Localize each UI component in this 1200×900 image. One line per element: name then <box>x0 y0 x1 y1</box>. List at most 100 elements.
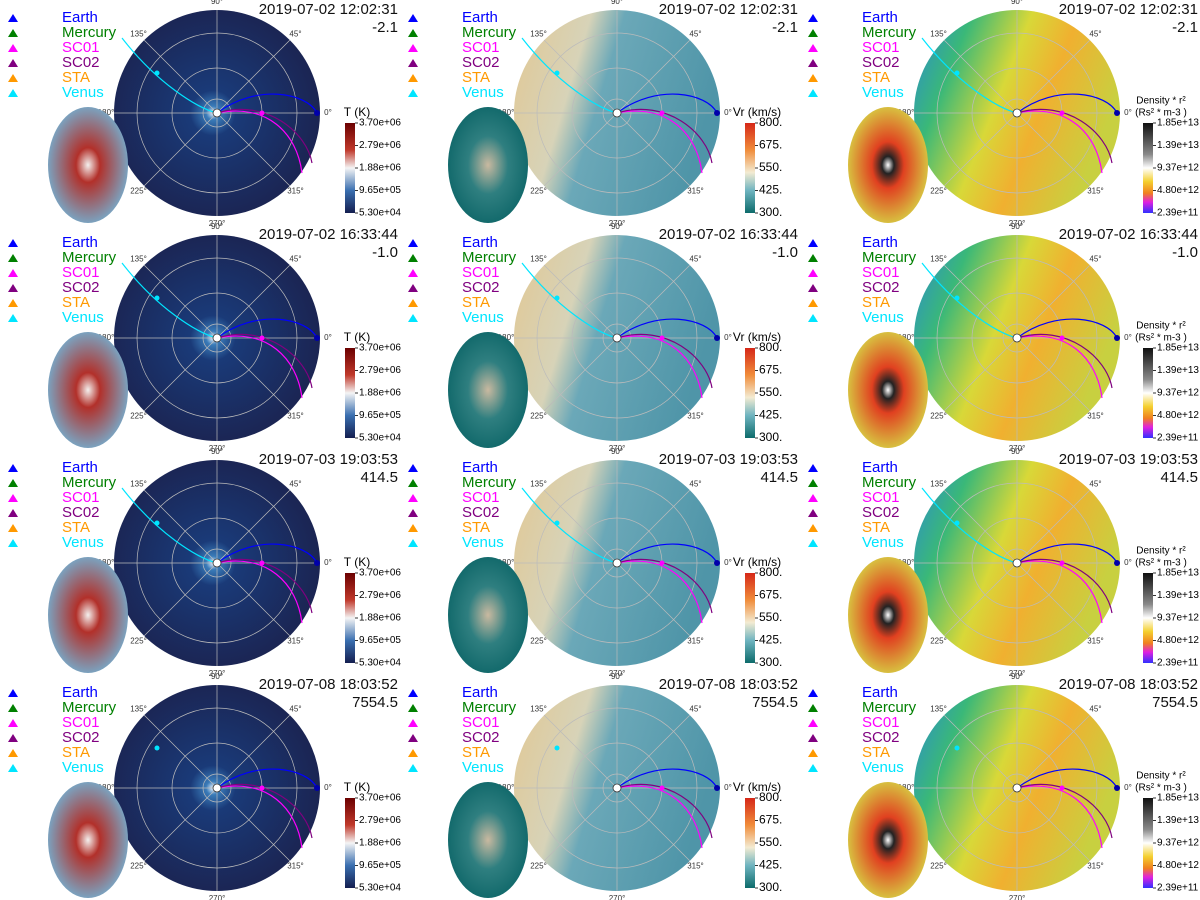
legend-marker <box>808 14 818 22</box>
spacecraft-dot <box>154 745 160 751</box>
colorbar-tick-label: 675. <box>759 363 782 377</box>
legend-marker <box>408 254 418 262</box>
polar-spoke <box>543 264 618 339</box>
legend-marker <box>808 29 818 37</box>
legend-label: Venus <box>462 759 504 776</box>
angle-label: 135° <box>130 255 147 264</box>
polar-spoke <box>1016 39 1091 114</box>
legend-marker <box>8 254 18 262</box>
colorbar-title: T (K) <box>344 780 370 794</box>
spacecraft-dot <box>659 785 665 791</box>
legend-marker <box>8 464 18 472</box>
legend-label: Mercury <box>462 24 517 41</box>
legend-label: STA <box>462 294 490 311</box>
angle-label: 315° <box>687 637 704 646</box>
polar-spoke <box>216 562 291 637</box>
polar-spoke <box>1016 264 1091 339</box>
legend-marker <box>8 239 18 247</box>
orbit-line <box>1016 558 1113 614</box>
angle-label: 270° <box>1009 444 1026 453</box>
orbit-line <box>616 543 718 564</box>
spacecraft-dot <box>1059 335 1065 341</box>
colorbar-tick-label: 1.85e+13 <box>1157 793 1199 804</box>
timestamp: 2019-07-02 16:33:44 <box>259 226 398 243</box>
colorbar-tick-label: 9.37e+12 <box>1157 838 1199 849</box>
polar-spoke <box>143 337 218 412</box>
angle-label: 315° <box>687 187 704 196</box>
legend-label: Earth <box>462 459 498 476</box>
elapsed-value: 414.5 <box>360 469 398 486</box>
legend-marker <box>808 269 818 277</box>
sun <box>612 108 622 118</box>
spacecraft-dot <box>154 520 160 526</box>
legend-label: SC01 <box>62 264 100 281</box>
legend-label: SC02 <box>462 279 500 296</box>
angle-label: 225° <box>930 862 947 871</box>
colorbar-tick-label: 2.39e+11 <box>1157 208 1199 219</box>
legend-marker <box>8 749 18 757</box>
orbit-line <box>216 785 303 849</box>
colorbar <box>345 798 355 888</box>
legend-marker <box>8 689 18 697</box>
colorbar-tick-label: 1.88e+06 <box>359 163 401 174</box>
polar-spoke <box>616 787 691 862</box>
spacecraft-dot <box>714 110 720 116</box>
colorbar-title: T (K) <box>344 330 370 344</box>
elapsed-value: 7554.5 <box>752 694 798 711</box>
angle-label: 90° <box>1011 672 1023 681</box>
spacecraft-dot <box>659 335 665 341</box>
angle-label: 315° <box>1087 637 1104 646</box>
colorbar <box>1143 798 1153 888</box>
legend-marker <box>808 704 818 712</box>
angle-label: 0° <box>1124 108 1132 117</box>
colorbar-tick-label: 3.70e+06 <box>359 568 401 579</box>
angle-label: 45° <box>1089 30 1101 39</box>
legend-label: Earth <box>862 684 898 701</box>
elapsed-value: 7554.5 <box>1152 694 1198 711</box>
legend-marker <box>808 749 818 757</box>
legend-label: SC01 <box>462 264 500 281</box>
legend-label: STA <box>862 519 890 536</box>
orbit-line <box>216 783 313 839</box>
colorbar-title: Vr (km/s) <box>733 330 781 344</box>
colorbar-tick-label: 300. <box>759 205 782 219</box>
colorbar-tick-label: 3.70e+06 <box>359 793 401 804</box>
panel: 90° 45° 0° 315° 270° 225° 180° 135° EarthMercury… <box>808 0 1199 228</box>
colorbar-tick-label: 800. <box>759 340 782 354</box>
colorbar-tick-label: 800. <box>759 790 782 804</box>
legend-marker <box>408 539 418 547</box>
polar-spoke <box>216 337 291 412</box>
colorbar <box>345 348 355 438</box>
legend-marker <box>8 764 18 772</box>
legend-label: SC02 <box>862 729 900 746</box>
legend-label: SC01 <box>62 489 100 506</box>
angle-label: 180° <box>98 333 115 342</box>
legend-marker <box>8 719 18 727</box>
legend-marker <box>808 719 818 727</box>
legend-marker <box>408 239 418 247</box>
orbit-line <box>1016 543 1118 564</box>
colorbar-tick-label: 550. <box>759 160 782 174</box>
polar-spoke <box>143 714 218 789</box>
legend-marker <box>808 689 818 697</box>
orbit-line <box>216 768 318 789</box>
angle-label: 225° <box>130 412 147 421</box>
timestamp: 2019-07-08 18:03:52 <box>1059 676 1198 693</box>
sun <box>212 108 222 118</box>
angle-label: 135° <box>930 30 947 39</box>
colorbar-tick-label: 2.39e+11 <box>1157 658 1199 669</box>
angle-label: 180° <box>98 783 115 792</box>
angle-label: 225° <box>130 187 147 196</box>
polar-spoke <box>1016 337 1091 412</box>
orbit-line <box>216 110 303 174</box>
polar-spoke <box>216 39 291 114</box>
polar-spoke <box>943 787 1018 862</box>
legend-label: Mercury <box>862 249 917 266</box>
orbit-line <box>1016 783 1113 839</box>
legend-marker <box>8 269 18 277</box>
legend-label: Venus <box>462 84 504 101</box>
spacecraft-dot <box>659 560 665 566</box>
colorbar-title: Density * r² <box>1136 321 1186 332</box>
angle-label: 135° <box>530 255 547 264</box>
